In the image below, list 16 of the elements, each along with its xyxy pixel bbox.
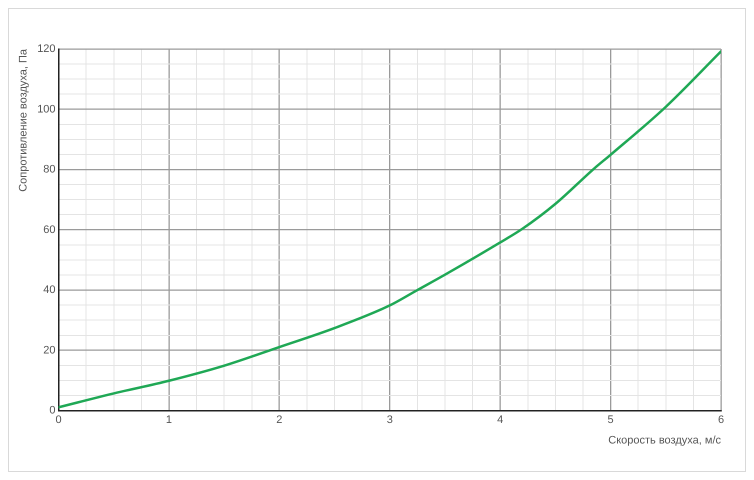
y-tick-label: 100: [37, 103, 56, 116]
x-tick-label: 4: [497, 414, 504, 426]
y-tick-label: 80: [43, 164, 56, 176]
x-tick-label: 3: [386, 414, 393, 426]
line-series: [58, 50, 721, 409]
x-tick-label: 6: [718, 414, 724, 426]
y-tick-label: 40: [43, 284, 56, 296]
y-tick-label: 20: [43, 344, 56, 356]
y-tick-label: 0: [49, 404, 56, 417]
x-axis-title: Скорость воздуха, м/с: [608, 434, 722, 446]
y-tick-label: 60: [43, 224, 56, 236]
x-tick-label: 5: [608, 414, 614, 426]
x-tick-label: 1: [166, 414, 172, 426]
x-tick-label: 2: [276, 414, 282, 426]
y-tick-label: 120: [37, 43, 56, 56]
y-axis-title: Сопротивление воздуха, Па: [18, 48, 30, 192]
